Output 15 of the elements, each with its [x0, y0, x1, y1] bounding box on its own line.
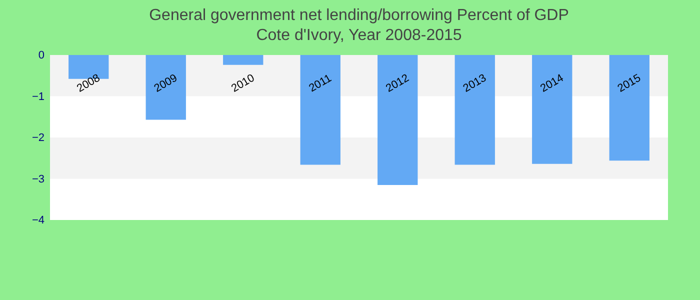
x-tick-label: 2011 [307, 72, 334, 95]
y-tick-label: 0 [38, 50, 44, 62]
y-tick-label: −2 [32, 132, 44, 144]
chart-subtitle: Cote d'Ivory, Year 2008-2015 [256, 27, 462, 44]
y-tick-label: −3 [32, 173, 44, 186]
y-tick-label: −4 [32, 214, 44, 226]
chart-title: General government net lending/borrowing Percent of GDP [149, 7, 569, 24]
x-tick-label: 2012 [384, 72, 412, 95]
x-tick-label: 2009 [152, 72, 180, 95]
x-tick-label: 2010 [230, 72, 257, 95]
x-tick-label: 2008 [75, 72, 102, 95]
y-tick-label: −1 [32, 90, 44, 103]
x-tick-label: 2013 [461, 72, 488, 95]
x-tick-label: 2014 [538, 72, 566, 95]
x-tick-label: 2015 [616, 72, 643, 95]
